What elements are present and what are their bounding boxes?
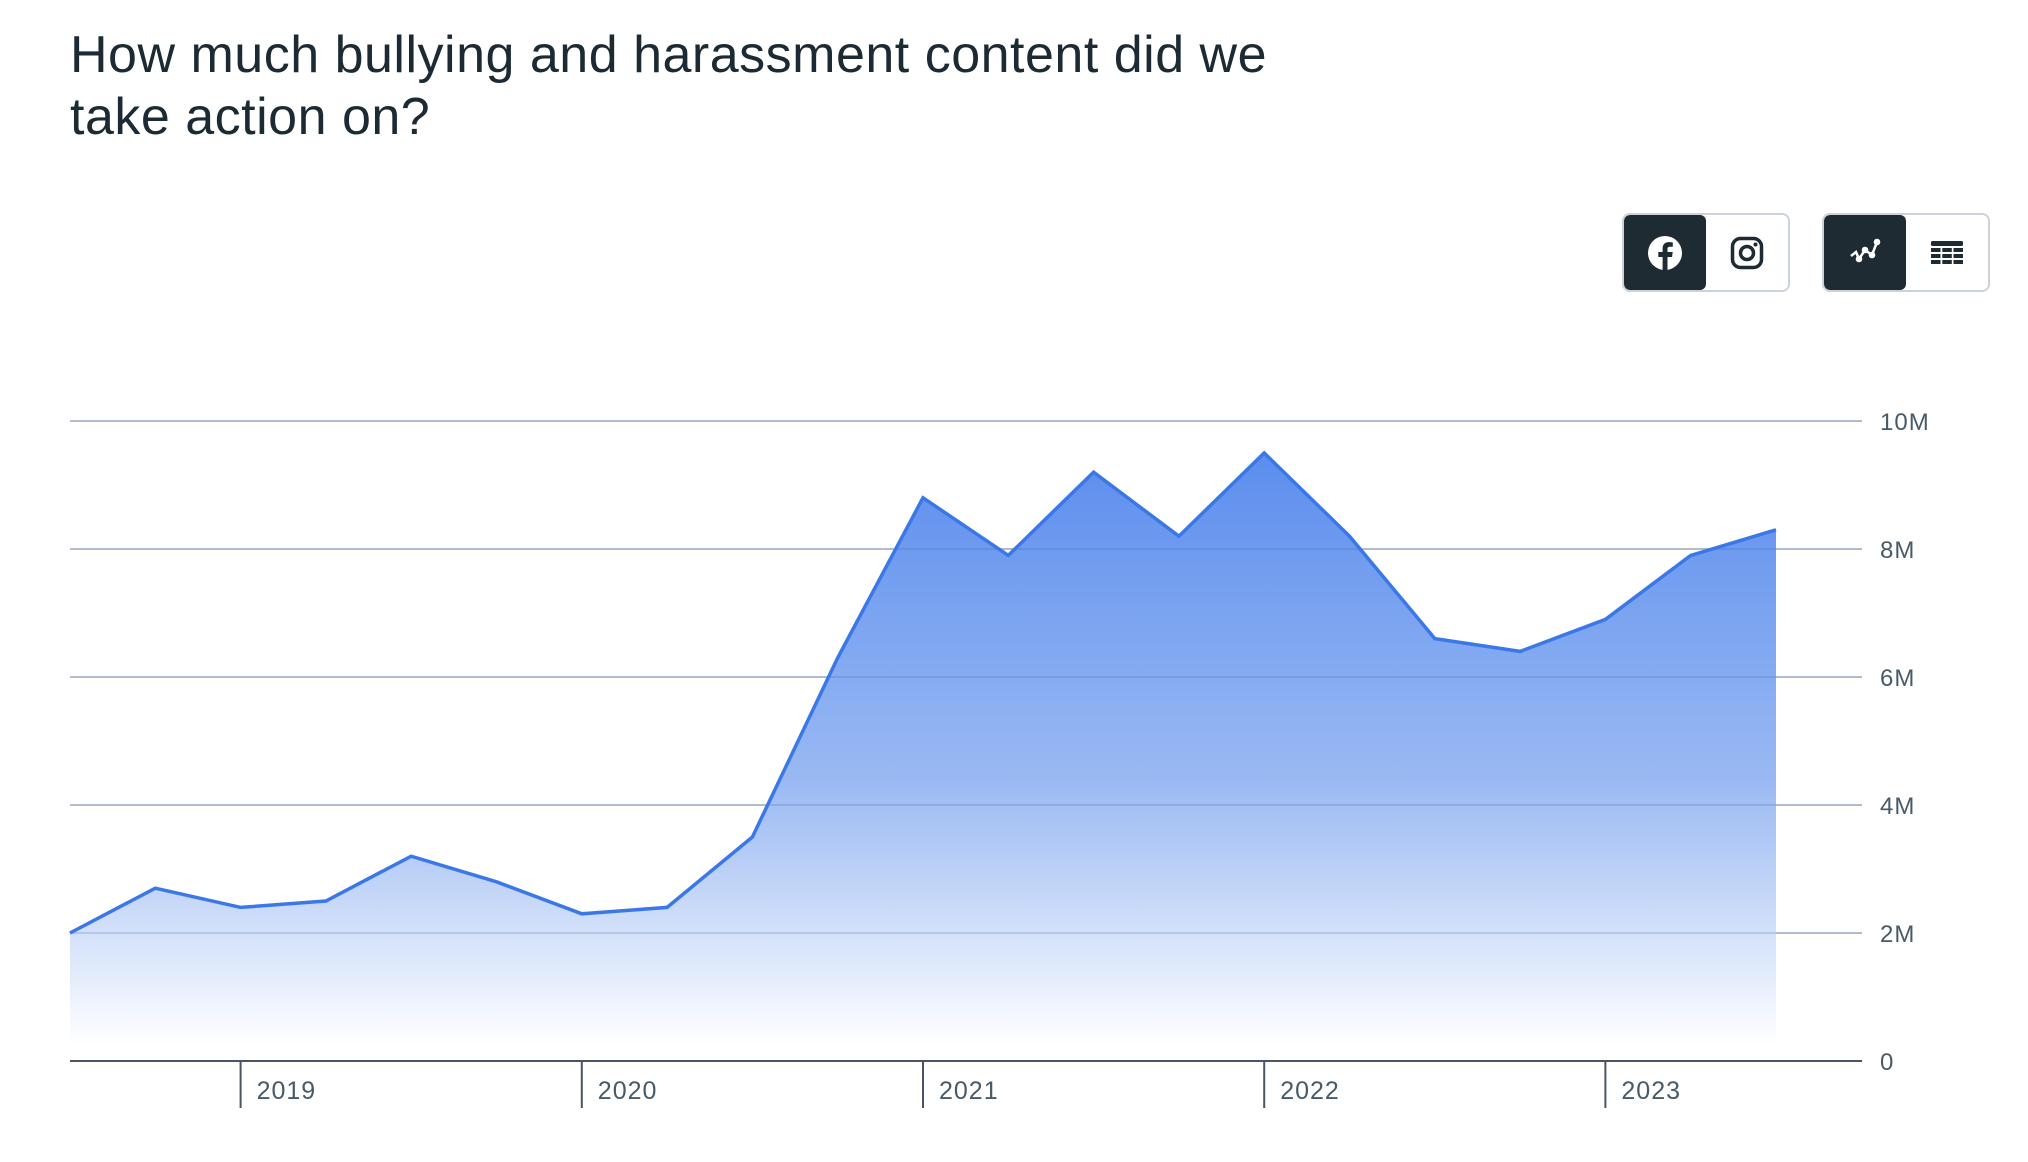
table-icon (1931, 240, 1963, 264)
x-axis-labels: 2019 2020 2021 2022 2023 (239, 1061, 1681, 1108)
x-tick-label: 2021 (939, 1077, 999, 1105)
x-tick-label: 2022 (1280, 1077, 1340, 1105)
x-tick-label: 2019 (257, 1077, 317, 1105)
facebook-icon (1648, 235, 1682, 271)
area-fill (70, 453, 1776, 1045)
instagram-toggle-button[interactable] (1706, 215, 1788, 290)
facebook-toggle-button[interactable] (1624, 215, 1706, 290)
y-tick-label: 6M (1880, 665, 1915, 692)
data-line (69, 450, 1777, 935)
page-title: How much bullying and harassment content… (70, 26, 1268, 146)
view-toggle-group (1822, 213, 1990, 292)
chart-view-button[interactable] (1824, 215, 1906, 290)
x-tick-label: 2020 (598, 1077, 658, 1105)
x-tick-label: 2023 (1621, 1077, 1681, 1105)
y-tick-label: 0 (1880, 1049, 1894, 1076)
y-tick-label: 8M (1880, 537, 1915, 564)
y-axis-labels: 0 2M 4M 6M 8M 10M (1880, 409, 1930, 1076)
platform-toggle-group (1622, 213, 1790, 292)
instagram-icon (1730, 236, 1764, 269)
table-view-button[interactable] (1906, 215, 1988, 290)
y-gridlines-overlay (70, 420, 1862, 934)
y-tick-label: 4M (1880, 793, 1915, 820)
y-tick-label: 10M (1880, 409, 1930, 436)
line-chart-icon (1850, 238, 1881, 262)
y-tick-label: 2M (1880, 921, 1915, 948)
